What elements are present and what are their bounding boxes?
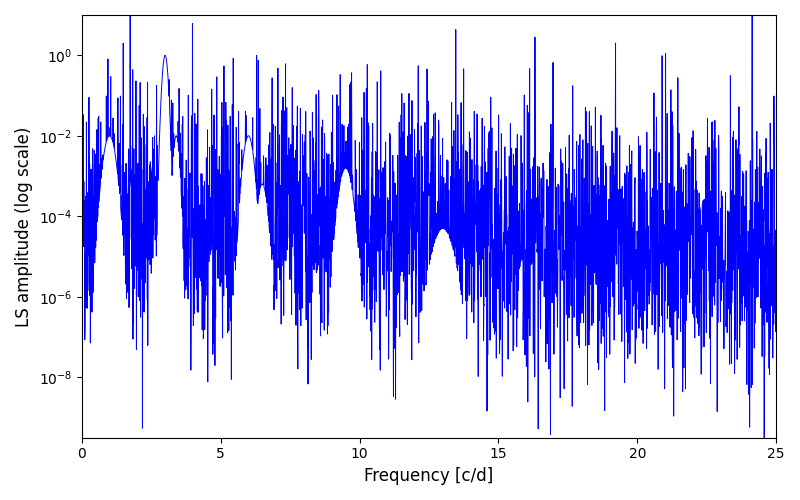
Y-axis label: LS amplitude (log scale): LS amplitude (log scale)	[15, 126, 33, 326]
X-axis label: Frequency [c/d]: Frequency [c/d]	[364, 467, 494, 485]
